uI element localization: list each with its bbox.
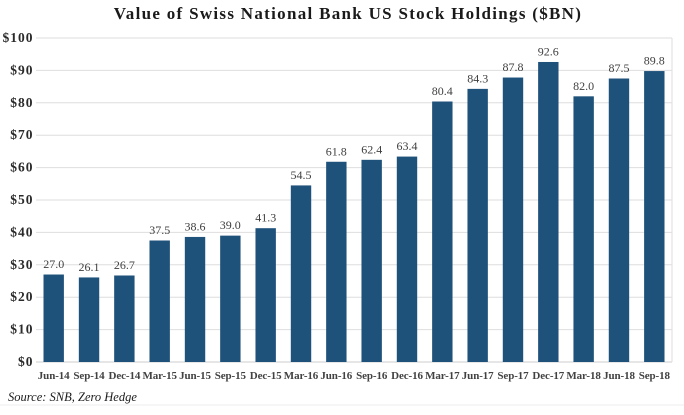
svg-text:27.0: 27.0: [43, 257, 64, 271]
svg-text:Jun-14: Jun-14: [38, 370, 70, 382]
svg-text:80.4: 80.4: [432, 84, 453, 98]
svg-text:39.0: 39.0: [220, 218, 241, 232]
svg-text:61.8: 61.8: [326, 144, 347, 158]
svg-text:$40: $40: [10, 224, 33, 239]
svg-text:Dec-15: Dec-15: [250, 370, 282, 382]
svg-text:$10: $10: [10, 322, 33, 337]
svg-text:92.6: 92.6: [538, 45, 559, 59]
svg-text:Sep-18: Sep-18: [639, 370, 671, 382]
svg-text:54.5: 54.5: [291, 168, 312, 182]
svg-text:Sep-17: Sep-17: [497, 370, 529, 382]
svg-text:Value of Swiss National Bank U: Value of Swiss National Bank US Stock Ho…: [114, 4, 582, 23]
svg-text:62.4: 62.4: [361, 142, 382, 156]
svg-text:$30: $30: [10, 257, 33, 272]
svg-text:Dec-16: Dec-16: [391, 370, 423, 382]
svg-text:$0: $0: [18, 354, 34, 369]
svg-text:Mar-15: Mar-15: [142, 370, 177, 382]
svg-text:$20: $20: [10, 289, 33, 304]
svg-text:$60: $60: [10, 160, 33, 175]
svg-text:$100: $100: [3, 30, 34, 45]
svg-text:$80: $80: [10, 95, 33, 110]
svg-text:Mar-17: Mar-17: [425, 370, 460, 382]
svg-text:Sep-16: Sep-16: [356, 370, 388, 382]
svg-text:Dec-14: Dec-14: [109, 370, 141, 382]
svg-text:Source: SNB, Zero Hedge: Source: SNB, Zero Hedge: [8, 390, 137, 404]
svg-text:Sep-14: Sep-14: [73, 370, 105, 382]
svg-text:38.6: 38.6: [185, 219, 206, 233]
svg-text:Jun-18: Jun-18: [603, 370, 635, 382]
svg-text:Mar-18: Mar-18: [566, 370, 601, 382]
svg-text:87.8: 87.8: [503, 60, 524, 74]
svg-text:41.3: 41.3: [255, 211, 276, 225]
svg-text:26.7: 26.7: [114, 258, 135, 272]
svg-text:Jun-15: Jun-15: [179, 370, 211, 382]
svg-text:Jun-17: Jun-17: [462, 370, 494, 382]
svg-text:87.5: 87.5: [609, 61, 630, 75]
svg-text:Mar-16: Mar-16: [284, 370, 319, 382]
svg-text:63.4: 63.4: [397, 139, 418, 153]
svg-text:$50: $50: [10, 192, 33, 207]
svg-text:Sep-15: Sep-15: [215, 370, 247, 382]
svg-text:37.5: 37.5: [149, 223, 170, 237]
svg-text:Dec-17: Dec-17: [532, 370, 564, 382]
svg-text:89.8: 89.8: [644, 54, 665, 68]
svg-text:Jun-16: Jun-16: [320, 370, 352, 382]
svg-text:26.1: 26.1: [79, 260, 100, 274]
svg-text:$70: $70: [10, 127, 33, 142]
svg-text:84.3: 84.3: [467, 71, 488, 85]
svg-text:82.0: 82.0: [573, 79, 594, 93]
svg-text:$90: $90: [10, 62, 33, 77]
